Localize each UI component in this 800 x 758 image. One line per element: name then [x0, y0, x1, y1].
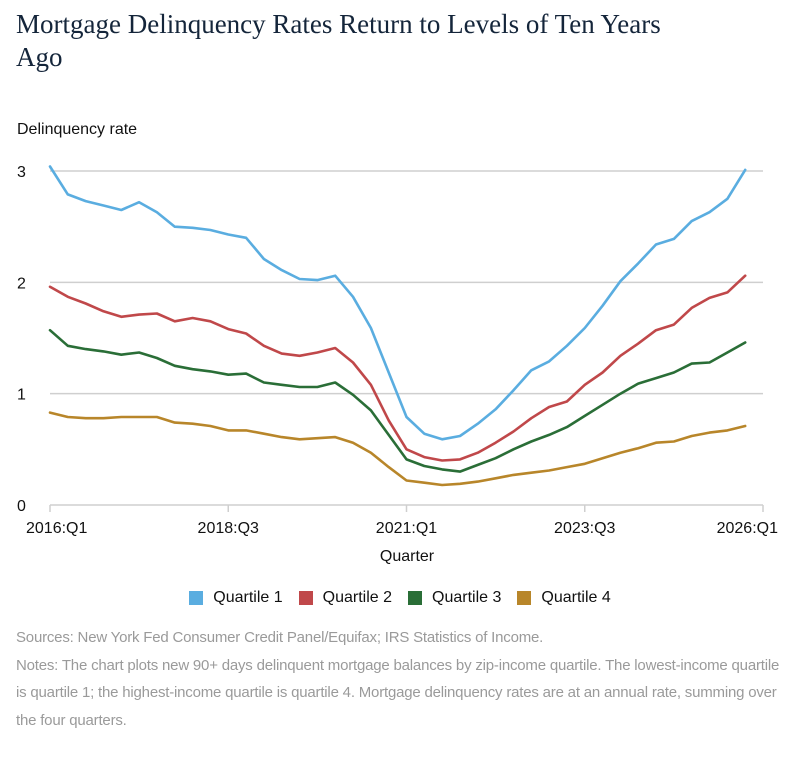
x-tick-label: 2026:Q1	[717, 520, 778, 537]
x-tick-labels: 2016:Q1 2018:Q3 2021:Q1 2023:Q3 2026:Q1	[26, 520, 778, 537]
x-tick-label: 2018:Q3	[198, 520, 259, 537]
chart-title: Mortgage Delinquency Rates Return to Lev…	[16, 8, 786, 74]
series-line-quartile-1	[48, 165, 747, 441]
series-lines	[48, 165, 747, 487]
series-line-quartile-3	[48, 328, 747, 473]
legend-label: Quartile 1	[213, 589, 283, 606]
chart-notes: Sources: New York Fed Consumer Credit Pa…	[16, 624, 791, 734]
x-tick-label: 2023:Q3	[554, 520, 615, 537]
legend-item-quartile-4: Quartile 4	[517, 589, 611, 607]
y-tick-label: 0	[17, 498, 26, 515]
x-tick-label: 2021:Q1	[376, 520, 437, 537]
notes-text: Notes: The chart plots new 90+ days deli…	[16, 656, 780, 729]
y-tick-label: 2	[17, 275, 26, 292]
y-axis-label: Delinquency rate	[17, 121, 138, 138]
y-tick-label: 1	[17, 387, 26, 404]
sources-text: Sources: New York Fed Consumer Credit Pa…	[16, 629, 544, 646]
y-tick-labels: 0 1 2 3	[17, 164, 26, 515]
legend-swatch-quartile-2	[298, 591, 313, 605]
legend: Quartile 1 Quartile 2 Quartile 3 Quartil…	[0, 589, 800, 607]
legend-label: Quartile 2	[322, 589, 392, 606]
legend-swatch-quartile-1	[189, 591, 204, 605]
legend-label: Quartile 3	[432, 589, 502, 606]
x-tick-label: 2016:Q1	[26, 520, 87, 537]
legend-item-quartile-3: Quartile 3	[408, 589, 501, 607]
chart-title-line-1: Mortgage Delinquency Rates Return to Lev…	[16, 9, 661, 39]
gridlines	[50, 170, 763, 395]
legend-item-quartile-2: Quartile 2	[298, 589, 392, 607]
line-chart: 0 1 2 3 2016:Q1 2018:Q3 2021:Q1 2023:Q3 2026:Q1…	[17, 164, 778, 565]
x-axis-label: Quarter	[380, 548, 435, 565]
legend-swatch-quartile-3	[408, 591, 422, 605]
legend-item-quartile-1: Quartile 1	[189, 589, 283, 607]
series-line-quartile-4	[48, 411, 747, 487]
legend-swatch-quartile-4	[517, 591, 532, 605]
y-tick-label: 3	[17, 164, 26, 181]
chart-title-line-2: Ago	[16, 42, 63, 72]
legend-label: Quartile 4	[541, 589, 611, 606]
series-line-quartile-2	[48, 274, 747, 462]
x-axis	[49, 504, 764, 512]
